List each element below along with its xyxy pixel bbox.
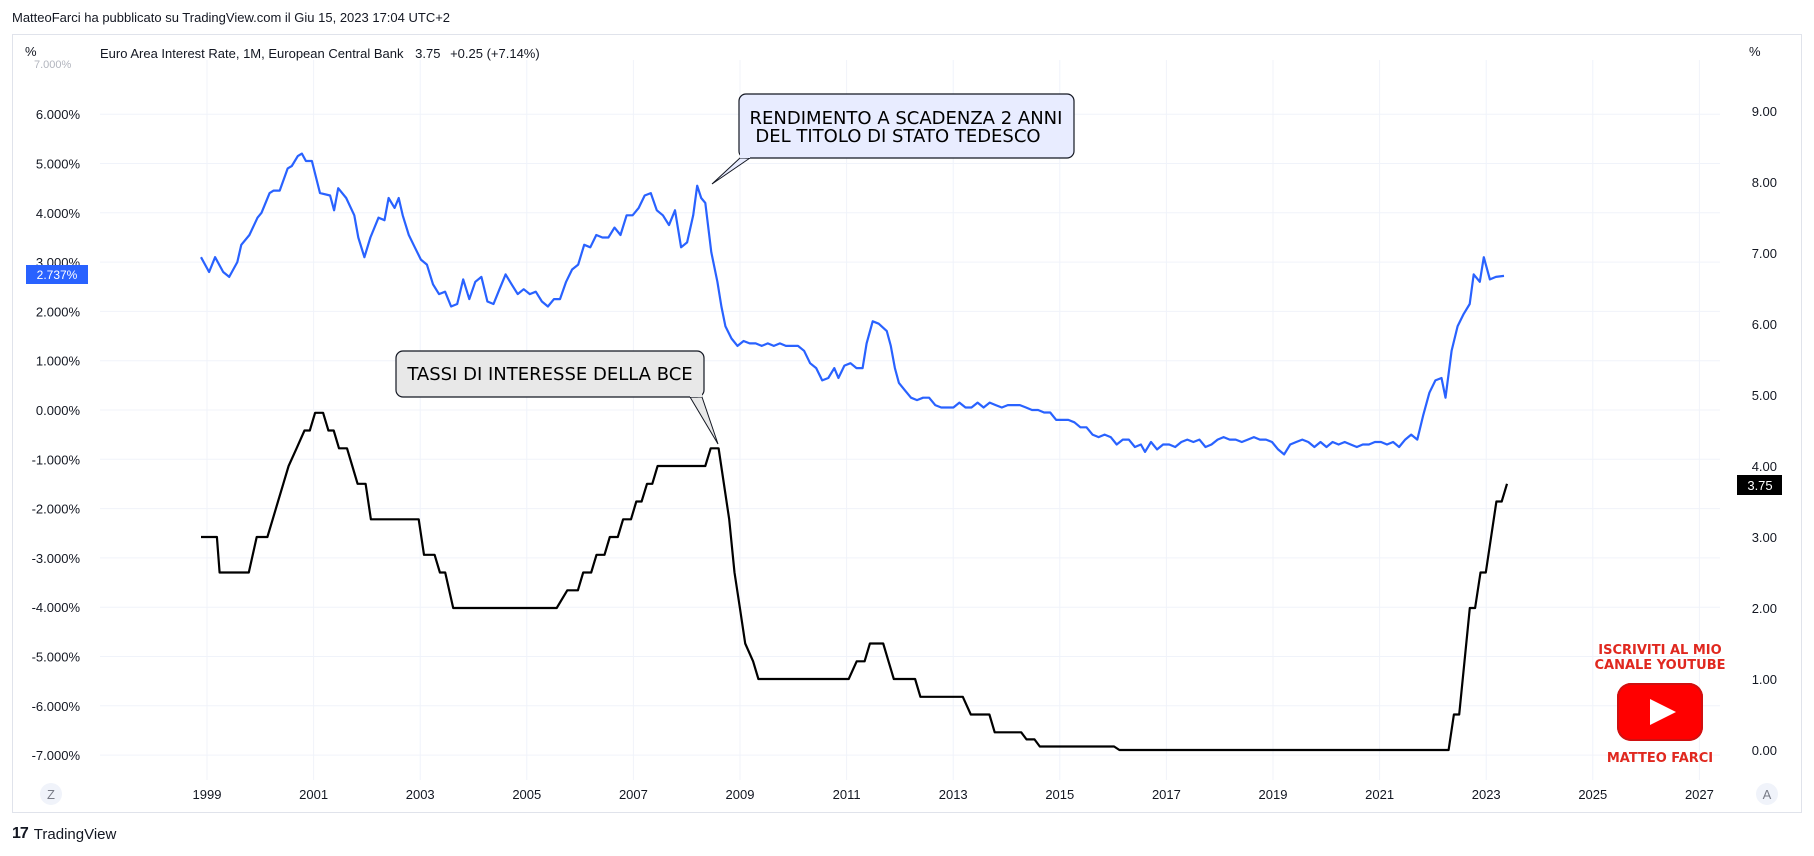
right-tick-label: 4.00 <box>1752 459 1777 474</box>
tradingview-brand-text: TradingView <box>33 825 117 843</box>
right-tick-label: 2.00 <box>1752 601 1777 616</box>
left-axis-unit: % <box>25 44 37 59</box>
youtube-play-icon[interactable] <box>1617 683 1703 741</box>
yield-series-line <box>200 152 1505 456</box>
x-tick-label: 2023 <box>1472 787 1501 802</box>
x-tick-label: 2017 <box>1152 787 1181 802</box>
ecb-callout: TASSI DI INTERESSE DELLA BCE <box>395 350 719 445</box>
right-tick-label: 1.00 <box>1752 672 1777 687</box>
left-tick-label: -7.000% <box>32 748 81 763</box>
tradingview-mark-icon: 17 <box>12 825 29 842</box>
ecb-callout-text: TASSI DI INTERESSE DELLA BCE <box>406 364 692 385</box>
promo-line2: CANALE YOUTUBE <box>1594 658 1726 673</box>
chart-frame[interactable] <box>12 34 1802 813</box>
left-tick-label: -4.000% <box>32 600 81 615</box>
x-tick-label: 2013 <box>939 787 968 802</box>
x-tick-label: 2009 <box>726 787 755 802</box>
tradingview-logo[interactable]: 17 TradingView <box>12 825 116 843</box>
left-axis-ticks: 6.000%5.000%4.000%3.000%2.000%1.000%0.00… <box>32 107 81 763</box>
promo-line1: ISCRIVITI AL MIO <box>1598 643 1722 658</box>
right-tick-label: 0.00 <box>1752 743 1777 758</box>
series-lines <box>200 152 1509 752</box>
left-tick-label: -5.000% <box>32 650 81 665</box>
x-tick-label: 2007 <box>619 787 648 802</box>
x-tick-label: 2001 <box>299 787 328 802</box>
right-axis-unit: % <box>1749 44 1761 59</box>
x-tick-label: 2025 <box>1578 787 1607 802</box>
left-tick-label: 6.000% <box>36 107 81 122</box>
legend-change: +0.25 (+7.14%) <box>450 46 540 61</box>
left-tick-label: -6.000% <box>32 699 81 714</box>
ecb-series-line <box>201 411 1509 752</box>
x-tick-label: 2019 <box>1259 787 1288 802</box>
right-tick-label: 6.00 <box>1752 317 1777 332</box>
promo-name: MATTEO FARCI <box>1606 751 1714 766</box>
published-by-text: MatteoFarci ha pubblicato su TradingView… <box>12 10 451 25</box>
right-axis-ticks: 9.00 8.00 7.00 6.00 5.00 4.00 3.00 2.00 1.00 0.00 <box>1752 104 1777 758</box>
left-axis-cut-label: 7.000% <box>34 59 72 71</box>
x-tick-label: 1999 <box>193 787 222 802</box>
left-tick-label: 0.000% <box>36 403 81 418</box>
yield-callout-line2: DEL TITOLO DI STATO TEDESCO <box>755 126 1040 147</box>
x-tick-label: 2003 <box>406 787 435 802</box>
legend-series-title: Euro Area Interest Rate, 1M, European Ce… <box>100 46 404 61</box>
z-button[interactable]: Z <box>40 783 62 805</box>
legend-last-value: 3.75 <box>415 46 440 61</box>
right-tick-label: 7.00 <box>1752 246 1777 261</box>
left-tick-label: 1.000% <box>36 354 81 369</box>
right-last-value-badge: 3.75 <box>1737 475 1782 495</box>
yield-callout-line1: RENDIMENTO A SCADENZA 2 ANNI <box>750 108 1063 129</box>
grid-lines <box>100 60 1720 780</box>
left-tick-label: 5.000% <box>36 157 81 172</box>
x-tick-label: 2005 <box>512 787 541 802</box>
x-tick-label: 2015 <box>1045 787 1074 802</box>
left-tick-label: -1.000% <box>32 452 81 467</box>
legend-row[interactable]: Euro Area Interest Rate, 1M, European Ce… <box>100 46 540 61</box>
left-last-value-badge: 2.737% <box>26 265 88 284</box>
x-axis-ticks: 1999 2001 2003 2005 2007 2009 2011 2013 2015 2017… <box>193 787 1714 802</box>
left-tick-label: -2.000% <box>32 502 81 517</box>
right-tick-label: 5.00 <box>1752 388 1777 403</box>
right-tick-label: 3.00 <box>1752 530 1777 545</box>
yield-callout: RENDIMENTO A SCADENZA 2 ANNI DEL TITOLO … <box>711 93 1075 185</box>
a-button-label: A <box>1763 787 1772 802</box>
z-button-label: Z <box>47 787 55 802</box>
youtube-promo[interactable]: ISCRIVITI AL MIO CANALE YOUTUBE MATTEO F… <box>1575 643 1745 766</box>
x-tick-label: 2027 <box>1685 787 1714 802</box>
left-tick-label: -3.000% <box>32 551 81 566</box>
left-tick-label: 4.000% <box>36 206 81 221</box>
right-tick-label: 9.00 <box>1752 104 1777 119</box>
right-tick-label: 8.00 <box>1752 175 1777 190</box>
right-last-value-text: 3.75 <box>1747 478 1772 493</box>
left-last-value-text: 2.737% <box>37 268 78 282</box>
a-button[interactable]: A <box>1756 783 1778 805</box>
x-tick-label: 2011 <box>833 787 861 802</box>
left-tick-label: 2.000% <box>36 304 81 319</box>
x-tick-label: 2021 <box>1365 787 1394 802</box>
